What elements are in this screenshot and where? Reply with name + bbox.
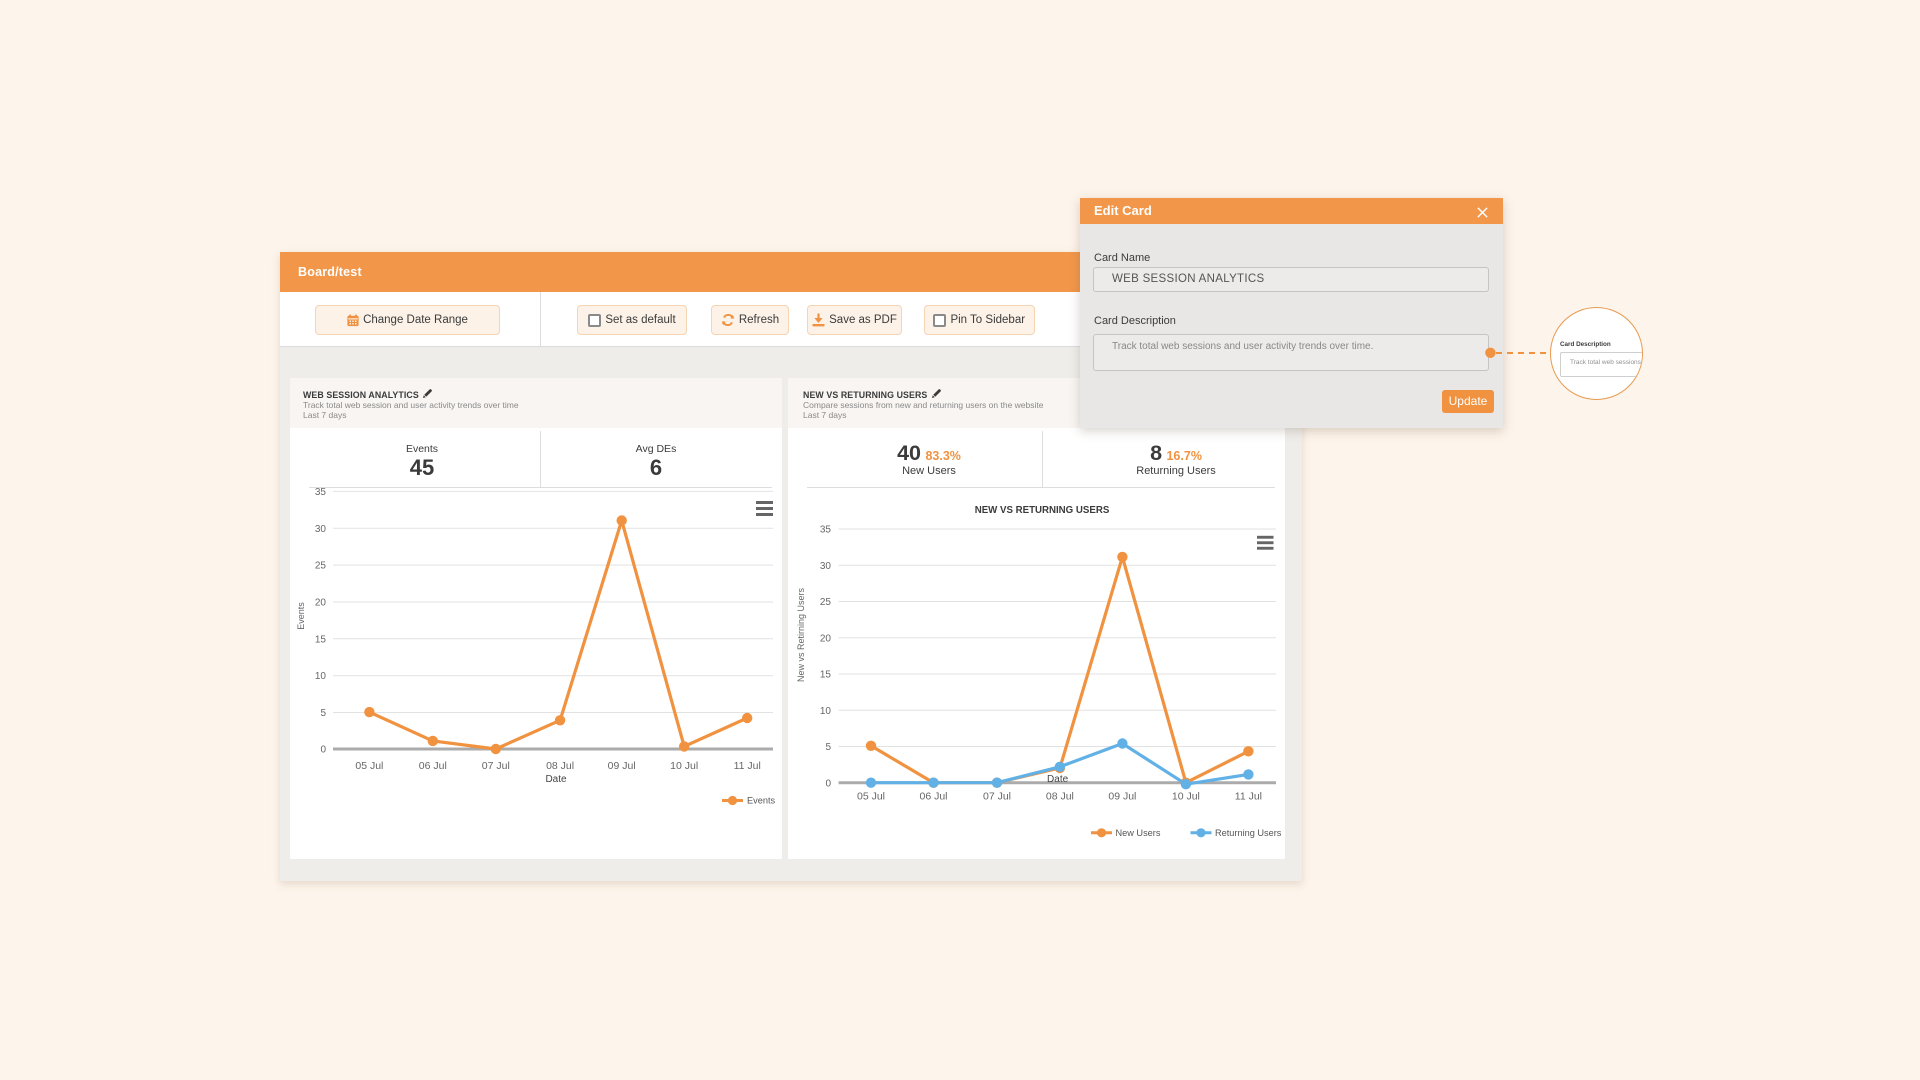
svg-text:30: 30 — [315, 524, 327, 535]
svg-text:Events: Events — [296, 602, 306, 630]
svg-text:35: 35 — [315, 488, 327, 498]
svg-text:5: 5 — [320, 708, 326, 719]
svg-text:Returning Users: Returning Users — [1215, 828, 1282, 838]
svg-text:25: 25 — [820, 597, 832, 608]
svg-text:08 Jul: 08 Jul — [1046, 791, 1074, 803]
svg-text:07 Jul: 07 Jul — [482, 760, 510, 772]
svg-text:25: 25 — [315, 561, 327, 572]
svg-text:Date: Date — [1047, 774, 1069, 785]
svg-text:06 Jul: 06 Jul — [919, 791, 947, 803]
svg-text:Events: Events — [747, 796, 775, 806]
svg-text:35: 35 — [820, 525, 832, 536]
svg-text:15: 15 — [820, 670, 832, 681]
svg-text:11 Jul: 11 Jul — [1235, 791, 1262, 803]
svg-text:Date: Date — [545, 774, 567, 785]
svg-text:New Users: New Users — [1116, 828, 1161, 838]
svg-text:10 Jul: 10 Jul — [1172, 791, 1200, 803]
svg-text:09 Jul: 09 Jul — [608, 760, 636, 772]
svg-text:10 Jul: 10 Jul — [670, 760, 698, 772]
svg-text:0: 0 — [320, 745, 326, 756]
svg-text:08 Jul: 08 Jul — [546, 760, 574, 772]
svg-text:10: 10 — [315, 671, 327, 682]
svg-text:07 Jul: 07 Jul — [983, 791, 1011, 803]
svg-text:30: 30 — [820, 561, 832, 572]
svg-text:11 Jul: 11 Jul — [734, 760, 761, 772]
svg-text:15: 15 — [315, 634, 327, 645]
svg-text:06 Jul: 06 Jul — [419, 760, 447, 772]
svg-text:09 Jul: 09 Jul — [1108, 791, 1136, 803]
svg-text:New vs Retirning Users: New vs Retirning Users — [796, 587, 806, 682]
svg-text:20: 20 — [820, 633, 832, 644]
svg-text:10: 10 — [820, 706, 832, 717]
svg-text:5: 5 — [825, 742, 831, 753]
svg-text:05 Jul: 05 Jul — [857, 791, 885, 803]
svg-text:0: 0 — [825, 778, 831, 789]
svg-text:05 Jul: 05 Jul — [355, 760, 383, 772]
svg-text:NEW VS RETURNING USERS: NEW VS RETURNING USERS — [975, 505, 1110, 516]
svg-text:20: 20 — [315, 598, 327, 609]
